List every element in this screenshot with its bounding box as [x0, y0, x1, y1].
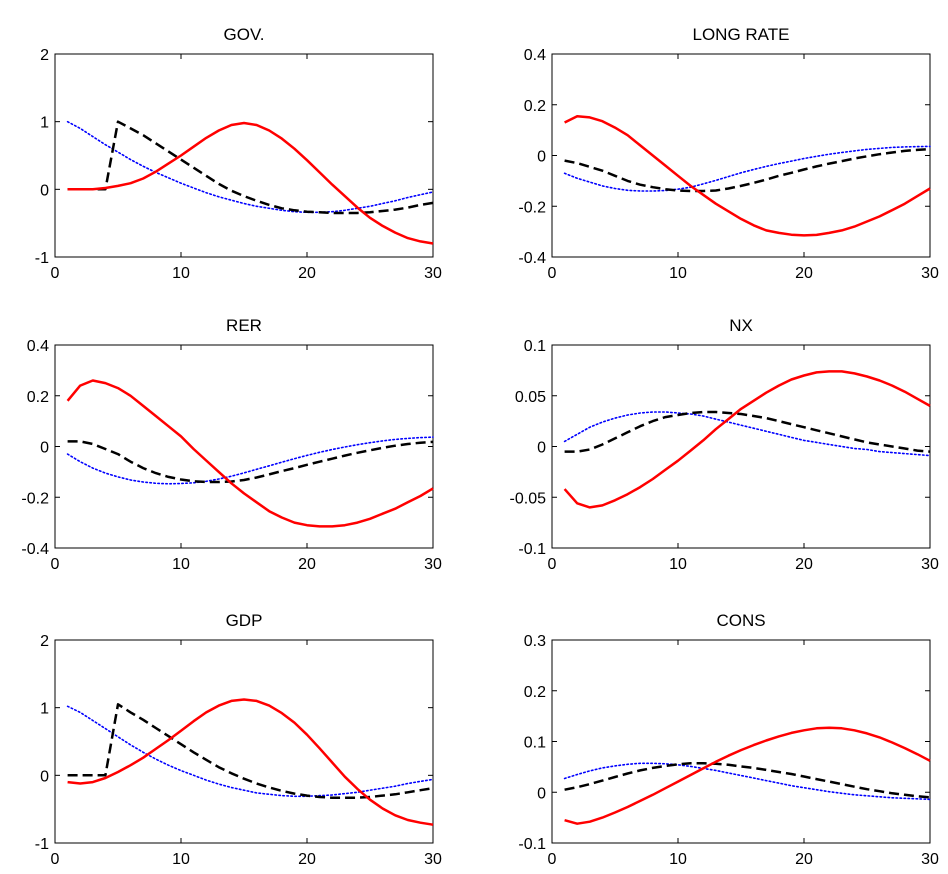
y-tick-label: 2: [40, 47, 49, 64]
y-tick-label: -1: [35, 836, 49, 853]
x-tick-label: 30: [921, 556, 939, 573]
y-tick-label: -0.1: [518, 836, 546, 853]
solid-line: [66, 379, 434, 528]
chart-title: GOV.: [224, 25, 265, 44]
x-tick-label: 0: [548, 265, 557, 282]
y-tick-label: -0.4: [21, 541, 49, 558]
x-tick-label: 10: [669, 556, 687, 573]
plot-area: [54, 53, 434, 258]
chart-title: NX: [729, 316, 753, 335]
x-tick-label: 20: [795, 556, 813, 573]
x-tick-label: 10: [669, 265, 687, 282]
x-tick-label: 0: [548, 851, 557, 868]
dotted-line: [563, 411, 931, 457]
plot-area: [551, 639, 931, 844]
y-tick-label: 0.4: [524, 47, 546, 64]
x-tick-label: 20: [795, 265, 813, 282]
chart-title: CONS: [716, 611, 765, 630]
dashed-line: [564, 410, 931, 453]
chart-title: RER: [226, 316, 262, 335]
y-tick-label: -0.1: [518, 541, 546, 558]
y-tick-label: -0.2: [518, 199, 546, 216]
solid-line: [563, 370, 931, 509]
chart-panel-3: RER 0 10 20 30 -0.4 -0.2 0 0.2 0.4: [21, 316, 442, 573]
y-tick-label: 0.2: [524, 684, 546, 701]
dashed-line: [67, 120, 434, 215]
x-tick-label: 0: [51, 851, 60, 868]
x-tick-label: 10: [172, 265, 190, 282]
x-tick-label: 10: [172, 851, 190, 868]
dotted-line: [66, 120, 434, 214]
x-tick-label: 20: [298, 851, 316, 868]
dashed-line: [67, 440, 434, 484]
dotted-line: [66, 436, 434, 485]
x-tick-label: 30: [921, 265, 939, 282]
chart-title: GDP: [226, 611, 263, 630]
y-tick-label: 0: [537, 785, 546, 802]
chart-title: LONG RATE: [693, 25, 790, 44]
x-tick-label: 10: [172, 556, 190, 573]
x-tick-label: 30: [424, 265, 442, 282]
y-tick-label: 0: [40, 768, 49, 785]
y-tick-label: 0: [40, 440, 49, 457]
x-tick-label: 30: [424, 556, 442, 573]
y-tick-label: 1: [40, 701, 49, 718]
dotted-line: [563, 145, 931, 192]
y-tick-label: 0.4: [27, 338, 49, 355]
dotted-line: [66, 705, 434, 798]
y-tick-label: 0: [40, 182, 49, 199]
y-tick-label: -0.4: [518, 250, 546, 267]
x-tick-label: 0: [51, 265, 60, 282]
solid-line: [564, 114, 931, 237]
solid-line: [564, 726, 931, 825]
x-tick-label: 20: [795, 851, 813, 868]
x-tick-label: 0: [51, 556, 60, 573]
y-tick-label: 0.2: [524, 98, 546, 115]
y-tick-label: 0.1: [524, 735, 546, 752]
x-tick-label: 30: [921, 851, 939, 868]
x-tick-label: 10: [669, 851, 687, 868]
dashed-line: [564, 147, 931, 193]
solid-line: [67, 698, 434, 826]
y-tick-label: 0.3: [524, 633, 546, 650]
x-tick-label: 30: [424, 851, 442, 868]
x-tick-label: 0: [548, 556, 557, 573]
y-tick-label: -0.05: [510, 490, 547, 507]
plot-area: [54, 639, 434, 844]
y-tick-label: -1: [35, 250, 49, 267]
dashed-line: [564, 762, 931, 799]
y-tick-label: 0: [537, 440, 546, 457]
y-tick-label: 2: [40, 633, 49, 650]
y-tick-label: 0.2: [27, 389, 49, 406]
chart-panel-2: LONG RATE 0 10 20 30 -0.4 -0.2 0 0.2 0.4: [518, 25, 939, 282]
plot-area: [551, 53, 931, 258]
x-tick-label: 20: [298, 556, 316, 573]
dotted-line: [563, 762, 931, 801]
y-tick-label: 0.05: [515, 389, 546, 406]
plot-area: [551, 344, 931, 549]
y-tick-label: 1: [40, 115, 49, 132]
chart-panel-4: NX 0 10 20 30 -0.1 -0.05 0 0.05 0.1: [510, 316, 939, 573]
x-tick-label: 20: [298, 265, 316, 282]
y-tick-label: -0.2: [21, 490, 49, 507]
y-tick-label: 0: [537, 149, 546, 166]
dashed-line: [67, 703, 434, 799]
solid-line: [67, 121, 434, 245]
y-tick-label: 0.1: [524, 338, 546, 355]
